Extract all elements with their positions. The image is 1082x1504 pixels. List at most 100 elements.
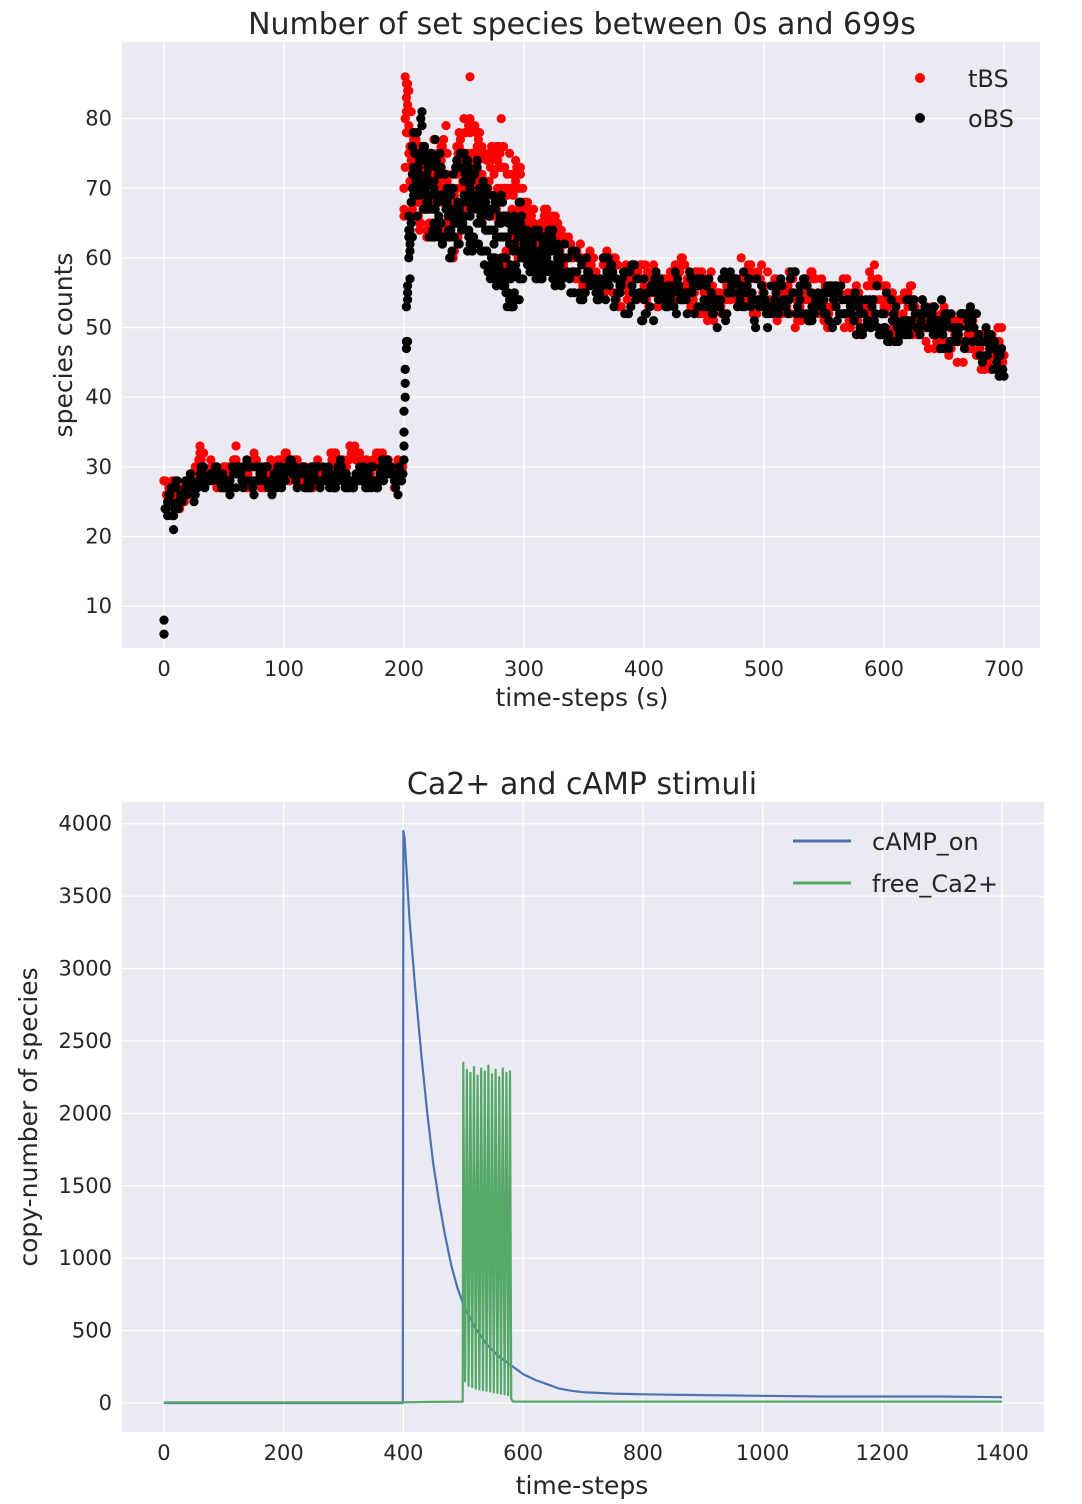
point-oBS xyxy=(655,274,665,284)
point-oBS xyxy=(742,281,752,291)
point-oBS xyxy=(903,323,913,333)
point-oBS xyxy=(262,462,272,472)
point-oBS xyxy=(623,309,634,319)
point-oBS xyxy=(335,455,345,465)
point-oBS xyxy=(277,483,287,493)
point-oBS xyxy=(731,274,742,284)
point-oBS xyxy=(671,309,682,319)
point-tBS xyxy=(842,274,852,284)
point-tBS xyxy=(944,350,954,360)
point-tBS xyxy=(281,448,291,458)
point-oBS xyxy=(441,204,451,214)
point-oBS xyxy=(457,162,467,172)
point-tBS xyxy=(598,260,608,270)
x-tick-label: 100 xyxy=(264,657,304,681)
point-tBS xyxy=(195,441,205,451)
point-oBS xyxy=(722,309,732,319)
point-oBS xyxy=(207,476,217,486)
point-oBS xyxy=(867,302,877,312)
point-oBS xyxy=(399,455,409,465)
point-oBS xyxy=(617,274,628,284)
y-tick-label: 10 xyxy=(85,594,112,618)
point-oBS xyxy=(518,274,528,284)
point-oBS xyxy=(547,232,557,242)
point-oBS xyxy=(471,190,481,200)
point-oBS xyxy=(393,490,403,500)
point-oBS xyxy=(331,483,341,493)
point-tBS xyxy=(869,260,880,270)
point-oBS xyxy=(537,274,547,284)
y-tick-label: 2500 xyxy=(59,1029,112,1053)
point-oBS xyxy=(172,476,182,486)
point-tBS xyxy=(585,246,595,256)
point-oBS xyxy=(488,190,498,200)
chart-2: 0 200 400 600 800 1000 1200 1400 0 500 1000 1500 20… xyxy=(14,767,1044,1500)
point-oBS xyxy=(267,490,277,500)
point-tBS xyxy=(539,211,550,221)
point-tBS xyxy=(377,448,387,458)
point-oBS xyxy=(847,309,857,319)
point-tBS xyxy=(529,218,539,228)
point-oBS xyxy=(927,316,937,326)
point-oBS xyxy=(907,316,917,326)
point-oBS xyxy=(809,309,820,319)
point-tBS xyxy=(406,107,416,117)
point-oBS xyxy=(993,350,1003,360)
point-tBS xyxy=(639,281,649,291)
point-oBS xyxy=(333,462,343,472)
point-oBS xyxy=(502,232,512,242)
point-tBS xyxy=(510,176,521,186)
point-oBS xyxy=(939,323,949,333)
point-oBS xyxy=(435,148,445,158)
point-oBS xyxy=(987,343,997,354)
point-oBS xyxy=(490,204,500,214)
point-oBS xyxy=(429,176,439,186)
point-oBS xyxy=(185,469,195,479)
point-oBS xyxy=(615,288,625,298)
point-oBS xyxy=(938,330,948,340)
point-oBS xyxy=(801,309,811,319)
y-tick-label: 0 xyxy=(99,1391,112,1415)
point-oBS xyxy=(626,302,636,312)
point-tBS xyxy=(556,225,566,235)
point-tBS xyxy=(898,309,908,319)
point-oBS xyxy=(212,462,222,472)
point-oBS xyxy=(519,239,529,249)
point-oBS xyxy=(682,309,692,319)
point-oBS xyxy=(177,490,187,500)
point-tBS xyxy=(251,455,261,465)
point-oBS xyxy=(627,281,637,291)
point-oBS xyxy=(709,309,719,319)
point-oBS xyxy=(517,211,527,221)
point-tBS xyxy=(416,218,426,228)
point-oBS xyxy=(850,288,860,298)
point-oBS xyxy=(819,295,829,305)
point-oBS xyxy=(747,288,757,298)
point-oBS xyxy=(777,281,787,291)
point-tBS xyxy=(442,176,452,186)
point-oBS xyxy=(631,295,641,305)
point-oBS xyxy=(225,476,235,486)
point-tBS xyxy=(206,455,216,465)
point-oBS xyxy=(446,225,456,235)
x-tick-label: 500 xyxy=(744,657,784,681)
point-oBS xyxy=(458,218,468,228)
point-oBS xyxy=(464,225,474,235)
point-oBS xyxy=(697,274,707,284)
point-tBS xyxy=(415,225,425,235)
point-oBS xyxy=(448,183,458,193)
point-tBS xyxy=(513,204,523,214)
point-oBS xyxy=(749,316,760,326)
point-oBS xyxy=(358,462,368,472)
point-oBS xyxy=(406,197,416,207)
chart-2-y-ticks: 0 500 1000 1500 2000 2500 3000 3500 4000 xyxy=(59,812,112,1415)
point-oBS xyxy=(173,497,183,507)
point-tBS xyxy=(757,260,767,270)
point-oBS xyxy=(291,476,301,486)
point-tBS xyxy=(772,316,782,326)
point-tBS xyxy=(709,316,719,326)
point-oBS xyxy=(723,288,733,298)
point-tBS xyxy=(515,169,526,179)
point-tBS xyxy=(454,141,464,152)
point-oBS xyxy=(886,295,896,305)
